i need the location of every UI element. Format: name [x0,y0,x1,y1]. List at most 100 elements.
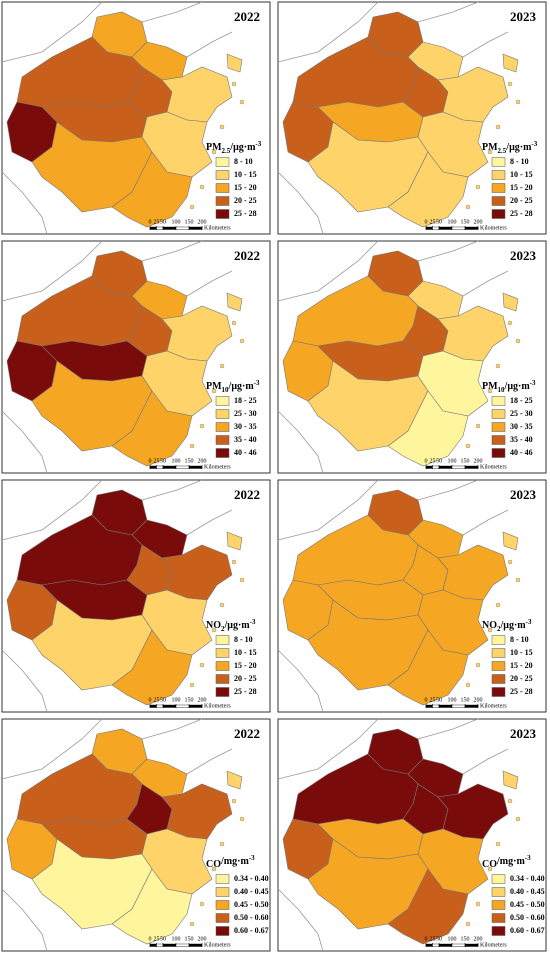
legend-title-part: 2 [497,625,501,633]
region [502,292,519,312]
scale-unit: Kilometers [480,703,507,709]
legend-label: 35 - 40 [510,435,533,444]
neighbor-boundary [1,718,233,952]
island [515,577,521,583]
legend-label: 30 - 35 [510,422,533,431]
region [437,305,509,362]
island [219,841,225,847]
legend-label: 30 - 35 [234,422,257,431]
legend-title-part: PM [206,381,222,392]
legend-title-part: 10 [222,386,230,394]
scale-tick-label: 50 [436,219,442,225]
legend-title-part: -3 [526,618,532,626]
year-label: 2023 [510,726,537,741]
legend-title: PM10/μg·m-3 [206,379,260,394]
legend-swatch [215,209,230,219]
region [387,390,469,467]
legend-swatch [491,170,506,180]
island [231,320,237,326]
neighbor-boundary [1,1,233,235]
scale-segment [149,943,157,947]
island [199,184,205,190]
neighbor-boundary [277,1,509,235]
legend-title: NO2/μg·m-3 [206,618,256,633]
island [189,443,195,449]
island [239,577,245,583]
scale-segment [425,465,433,469]
scale-segment [149,226,157,230]
region [387,151,469,228]
legend-swatch [215,900,230,910]
scale-unit: Kilometers [204,464,231,470]
scale-segment [156,943,164,947]
legend-swatch [215,157,230,167]
legend-label: 10 - 15 [234,170,257,179]
year-label: 2022 [234,9,260,24]
scale-tick-label: 0 [149,697,152,703]
scale-segment [425,943,433,947]
legend-title-part: -3 [249,854,255,862]
island [507,81,513,87]
scale-tick-label: 200 [198,219,207,225]
legend-label: 0.34 - 0.40 [510,874,545,883]
legend-title-part: /mg·m [220,856,249,867]
island [189,921,195,927]
region [226,53,243,73]
region [226,292,243,312]
scale-segment [432,943,440,947]
legend-swatch [491,926,506,936]
scale-segment [438,226,453,230]
island [507,320,513,326]
scale-tick-label: 150 [185,458,194,464]
neighbor-boundary [1,240,233,474]
scale-tick-label: 50 [160,936,166,942]
island [495,602,501,608]
legend-label: 20 - 25 [510,196,533,205]
legend-swatch [215,396,230,406]
scale-segment [451,465,466,469]
scale-tick-label: 0 [425,936,428,942]
scale-segment [156,465,164,469]
scale-tick-label: 0 [425,697,428,703]
legend-label: 18 - 25 [510,396,533,405]
scale-unit: Kilometers [480,942,507,948]
scale-tick-label: 50 [436,936,442,942]
region [226,531,243,551]
legend-title-part: /mg·m [496,856,525,867]
legend-swatch [215,448,230,458]
scale-tick-label: 150 [185,697,194,703]
legend-label: 15 - 20 [510,661,533,670]
legend-label: 10 - 15 [510,170,533,179]
scale-segment [175,226,190,230]
scale-segment [156,226,164,230]
scale-tick-label: 25 [154,936,160,942]
neighbor-boundary [277,718,509,952]
legend-swatch [491,409,506,419]
legend-swatch [491,209,506,219]
year-label: 2023 [510,9,537,24]
legend-label: 0.60 - 0.67 [234,926,269,935]
island [239,338,245,344]
year-label: 2023 [510,487,537,502]
island [189,682,195,688]
legend-swatch [215,661,230,671]
legend-swatch [215,435,230,445]
scale-tick-label: 200 [198,697,207,703]
scale-tick-label: 100 [448,458,457,464]
scale-segment [162,465,177,469]
island [495,124,501,130]
legend-label: 15 - 20 [234,183,257,192]
legend-swatch [215,926,230,936]
scale-tick-label: 150 [461,936,470,942]
region [387,629,469,706]
legend-swatch [491,422,506,432]
scale-segment [188,465,203,469]
region [437,66,509,123]
region [437,544,509,601]
year-label: 2023 [510,248,537,263]
scale-tick-label: 0 [149,219,152,225]
map-panel: 2022 NO2/μg·m-3 8 - 10 10 - 15 15 - 20 20 - 2… [1,479,271,713]
legend-swatch [215,887,230,897]
legend-swatch [215,874,230,884]
